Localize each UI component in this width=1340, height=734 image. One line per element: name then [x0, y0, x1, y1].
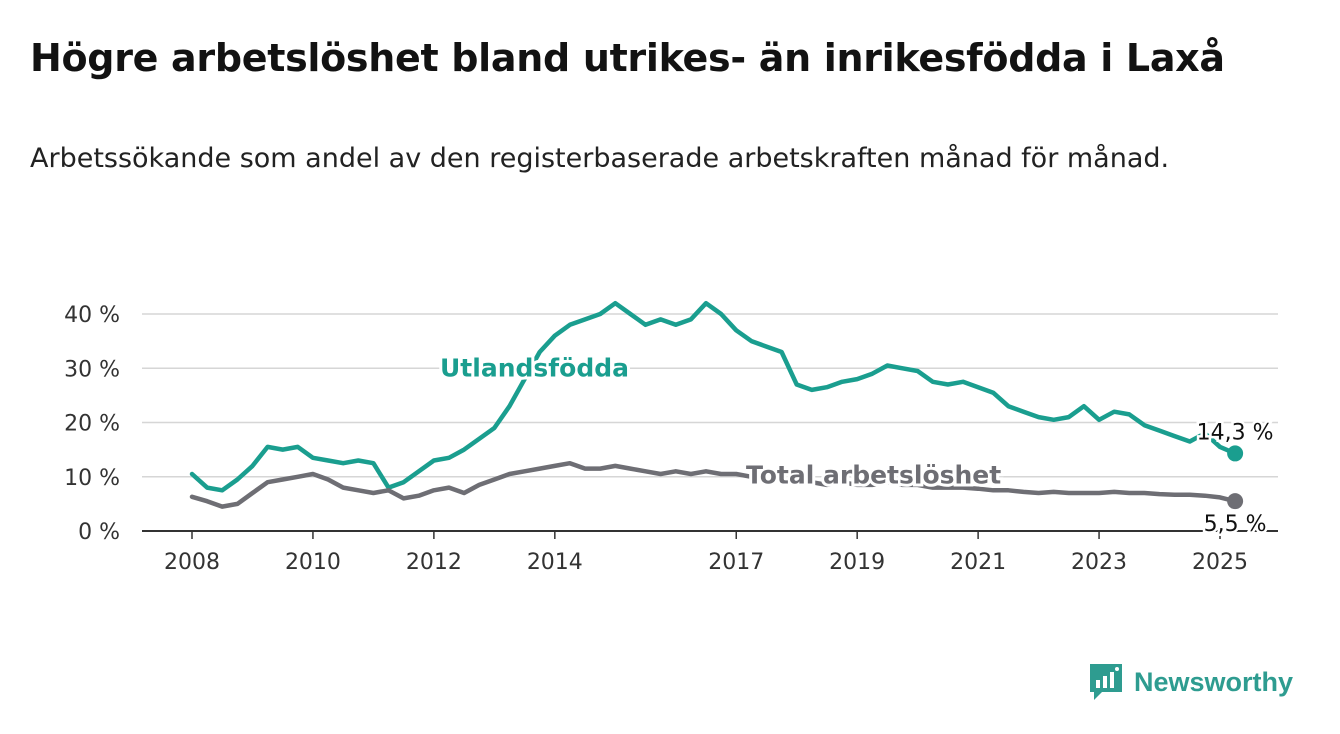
y-tick-label: 20 % [64, 412, 120, 437]
line-chart: 0 % 10 % 20 % 30 % 40 % 2008 2010 2012 2014 2017… [64, 300, 1278, 575]
x-tick-label: 2014 [527, 550, 583, 575]
y-tick-label: 0 % [78, 520, 120, 545]
x-tick-label: 2025 [1192, 550, 1248, 575]
end-point-utlandsfodda [1227, 445, 1244, 462]
x-axis-ticks: 2008 2010 2012 2014 2017 2019 2021 2023 2025 [164, 531, 1248, 575]
series-name-utlandsfodda: Utlandsfödda [440, 353, 629, 382]
y-tick-label: 30 % [64, 357, 120, 382]
brand-name: Newsworthy [1134, 666, 1294, 697]
series-line-total [189, 460, 1238, 509]
newsworthy-logo: Newsworthy [1088, 660, 1293, 704]
y-tick-label: 10 % [64, 466, 120, 491]
chart-title: Högre arbetslöshet bland utrikes- än inr… [30, 36, 1225, 80]
grid-lines [142, 313, 1278, 532]
y-tick-label: 40 % [64, 303, 120, 328]
series-line-utlandsfodda [189, 300, 1238, 493]
x-tick-label: 2012 [406, 550, 462, 575]
x-tick-label: 2010 [285, 550, 341, 575]
x-tick-label: 2008 [164, 550, 220, 575]
chart-subtitle: Arbetssökande som andel av den registerb… [30, 143, 1170, 174]
series-name-total: Total arbetslöshet [746, 460, 1001, 489]
end-label-utlandsfodda: 14,3 % [1197, 420, 1274, 445]
x-tick-label: 2021 [950, 550, 1006, 575]
series-lines [189, 300, 1244, 510]
x-tick-label: 2019 [829, 550, 885, 575]
y-axis-ticks: 0 % 10 % 20 % 30 % 40 % [64, 303, 120, 545]
x-tick-label: 2023 [1071, 550, 1127, 575]
end-label-total: 5,5 % [1204, 512, 1267, 537]
x-tick-label: 2017 [708, 550, 764, 575]
end-point-total [1227, 493, 1244, 510]
bar-chart-bubble-icon [1090, 664, 1122, 700]
series-labels: 14,3 % 5,5 % Utlandsfödda Total arbetslöshe… [437, 350, 1276, 539]
